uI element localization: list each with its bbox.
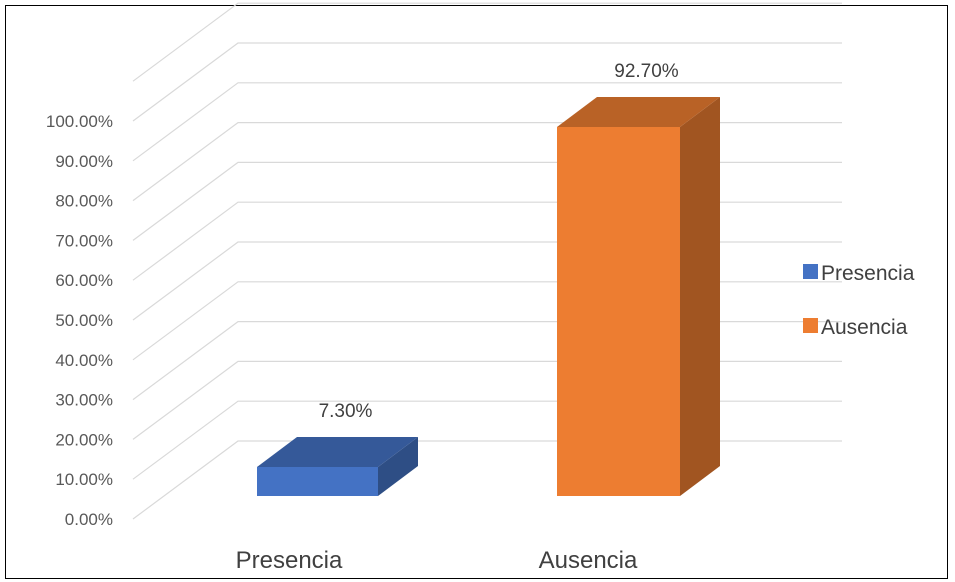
legend-swatch [803,318,818,333]
gridline [132,121,842,202]
y-axis: 0.00% 10.00% 20.00% 30.00% 40.00% 50.00% 60.00… [46,112,113,529]
gridline [132,241,842,321]
legend-label: Ausencia [821,316,908,339]
data-labels: 7.30% 92.70% [319,61,679,422]
legend-label: Presencia [821,262,915,285]
gridline [132,2,842,82]
bar-top-face [257,436,418,467]
bar-front-face [257,466,378,496]
y-tick-label: 50.00% [55,311,113,330]
data-label: 92.70% [614,61,679,82]
bar-top-face [557,97,720,127]
y-tick-label: 100.00% [46,112,113,131]
legend-item: Presencia [803,262,915,285]
y-tick-label: 70.00% [55,231,113,250]
y-tick-label: 20.00% [55,430,113,449]
gridline [132,201,842,281]
gridline [132,161,842,241]
gridline [132,400,842,480]
legend-item: Ausencia [803,316,908,339]
bar-presencia [257,436,418,496]
x-tick-label: Ausencia [539,547,638,574]
y-tick-label: 0.00% [65,510,113,529]
x-tick-label: Presencia [236,547,343,574]
gridline [132,82,842,162]
data-label: 7.30% [319,401,373,422]
y-tick-label: 40.00% [55,351,113,370]
floor-gridline [132,440,842,520]
bar-ausencia [557,97,720,496]
bar-side-face [378,436,418,496]
legend-swatch [803,264,818,279]
bars [257,97,720,496]
legend: Presencia Ausencia [803,262,915,339]
x-axis: Presencia Ausencia [236,547,638,574]
gridline [132,360,842,440]
y-tick-label: 90.00% [55,152,113,171]
gridline [132,42,842,122]
y-tick-label: 10.00% [55,470,113,489]
y-tick-label: 60.00% [55,271,113,290]
gridline [132,281,842,361]
chart-frame [5,5,948,579]
gridline [132,321,842,401]
y-tick-label: 30.00% [55,391,113,410]
y-tick-label: 80.00% [55,192,113,211]
bar-side-face [680,97,720,496]
bar-front-face [557,127,680,496]
gridlines [132,2,842,520]
